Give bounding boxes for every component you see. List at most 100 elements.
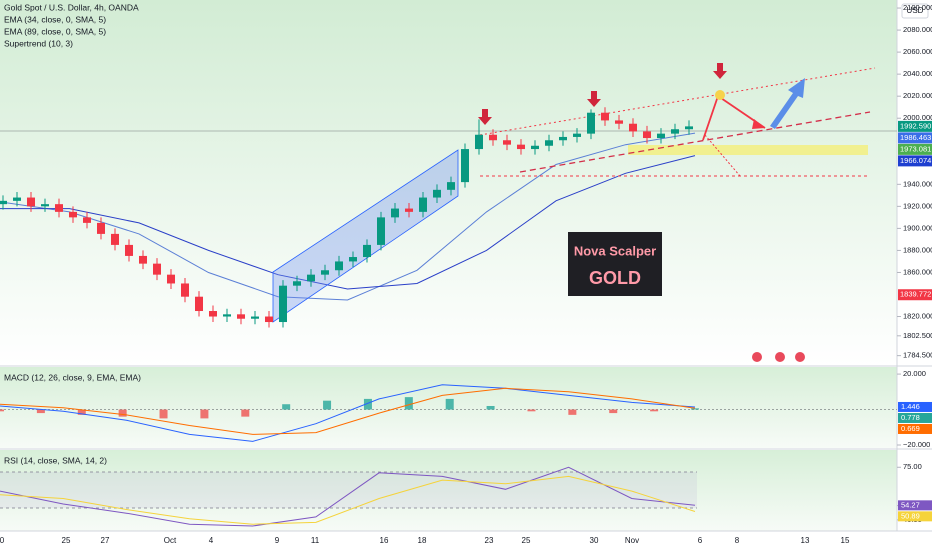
band-fill	[0, 472, 697, 508]
indicator-line	[0, 387, 696, 435]
candle-body	[167, 274, 175, 284]
x-tick-label: Nov	[625, 536, 639, 545]
x-tick-label: 23	[485, 536, 494, 545]
badge-title: Nova Scalper	[574, 243, 656, 258]
value-label-box	[898, 412, 932, 423]
candle-body	[671, 129, 679, 134]
candle-body	[321, 270, 329, 275]
candle-body	[559, 136, 567, 141]
candle-body	[391, 208, 399, 218]
value-label: 0.778	[901, 413, 920, 422]
x-tick-label: 18	[418, 536, 427, 545]
blue-arrow	[770, 78, 805, 129]
candle-body	[573, 133, 581, 137]
marker	[715, 90, 725, 100]
candle-body	[251, 316, 259, 319]
candle-body	[475, 134, 483, 150]
candle-body	[125, 244, 133, 256]
indicator-line	[0, 475, 696, 525]
y-tick-label: 2020.000	[903, 91, 932, 100]
candle-body	[587, 112, 595, 134]
macd-bar	[445, 398, 454, 410]
y-tick-label: −20.000	[903, 440, 930, 449]
value-label: 1.446	[901, 402, 920, 411]
macd-bar	[323, 400, 332, 410]
ema-line	[0, 155, 696, 290]
candle-body	[447, 182, 455, 190]
ema-line	[0, 132, 696, 301]
candle-body	[69, 211, 77, 218]
x-tick-label: 25	[62, 536, 71, 545]
y-tick-label: 1784.500	[903, 351, 932, 360]
x-tick-label: 13	[801, 536, 810, 545]
macd-bar	[159, 409, 168, 419]
y-tick-label: 1860.000	[903, 267, 932, 276]
candle-body	[139, 255, 147, 264]
macd-bar	[0, 409, 4, 412]
candle-body	[97, 222, 105, 234]
price-label: 1839.772	[900, 290, 931, 299]
value-label-box	[898, 423, 932, 434]
x-tick-label: Oct	[164, 536, 177, 545]
price-label-box	[898, 132, 932, 144]
legend-item: Gold Spot / U.S. Dollar, 4h, OANDA	[4, 2, 139, 12]
trend-line	[479, 67, 876, 136]
macd-bar	[568, 409, 577, 415]
x-tick-label: 6	[698, 536, 703, 545]
macd-title: MACD (12, 26, close, 9, EMA, EMA)	[4, 372, 141, 382]
candle-body	[27, 197, 35, 207]
x-tick-label: 8	[735, 536, 740, 545]
candle-body	[307, 274, 315, 282]
candle-body	[489, 134, 497, 141]
value-label: 0.669	[901, 424, 920, 433]
candle-body	[0, 200, 7, 205]
badge-subtitle: GOLD	[589, 268, 641, 288]
candle-body	[83, 217, 91, 223]
y-tick-label: 2060.000	[903, 47, 932, 56]
candle-body	[13, 197, 21, 201]
channel	[272, 149, 459, 323]
candle-body	[685, 126, 693, 130]
y-tick-label: 1802.500	[903, 331, 932, 340]
price-label-box	[898, 289, 932, 301]
macd-bar	[609, 409, 618, 414]
y-tick-label: 1820.000	[903, 312, 932, 321]
price-label: 1992.590	[900, 121, 931, 130]
candle-body	[335, 261, 343, 271]
candle-body	[181, 283, 189, 297]
value-label-box	[898, 511, 932, 522]
y-tick-label: 2040.000	[903, 69, 932, 78]
candle-body	[503, 140, 511, 145]
candle-body	[405, 208, 413, 212]
down-arrows	[478, 63, 727, 125]
arrow-head	[752, 119, 765, 129]
legend-item: Supertrend (10, 3)	[4, 38, 73, 48]
candle-body	[223, 314, 231, 317]
candle-body	[601, 112, 609, 121]
macd-bar	[404, 397, 413, 410]
y-tick-label: 1920.000	[903, 201, 932, 210]
projection	[704, 134, 741, 177]
candle-body	[517, 144, 525, 150]
candle-body	[265, 316, 273, 323]
support-zone	[628, 145, 868, 155]
candle-body	[195, 296, 203, 312]
candle-body	[545, 140, 553, 146]
event-icons	[752, 352, 805, 362]
macd-bar	[650, 409, 659, 412]
macd-bar	[36, 409, 45, 414]
macd-bar	[527, 409, 536, 412]
price-label-box	[898, 143, 932, 155]
currency-box[interactable]	[901, 3, 929, 19]
y-tick-label: 1940.000	[903, 179, 932, 188]
candle-body	[349, 257, 357, 262]
trend-line	[519, 111, 871, 173]
candle-body	[643, 131, 651, 139]
macd-bar	[486, 405, 495, 410]
y-tick-label: 2100.000	[903, 3, 932, 12]
x-tick-label: 25	[522, 536, 531, 545]
y-tick-label: 2080.000	[903, 25, 932, 34]
x-tick-label: 0	[0, 536, 5, 545]
y-tick-label: 75.00	[903, 462, 922, 471]
